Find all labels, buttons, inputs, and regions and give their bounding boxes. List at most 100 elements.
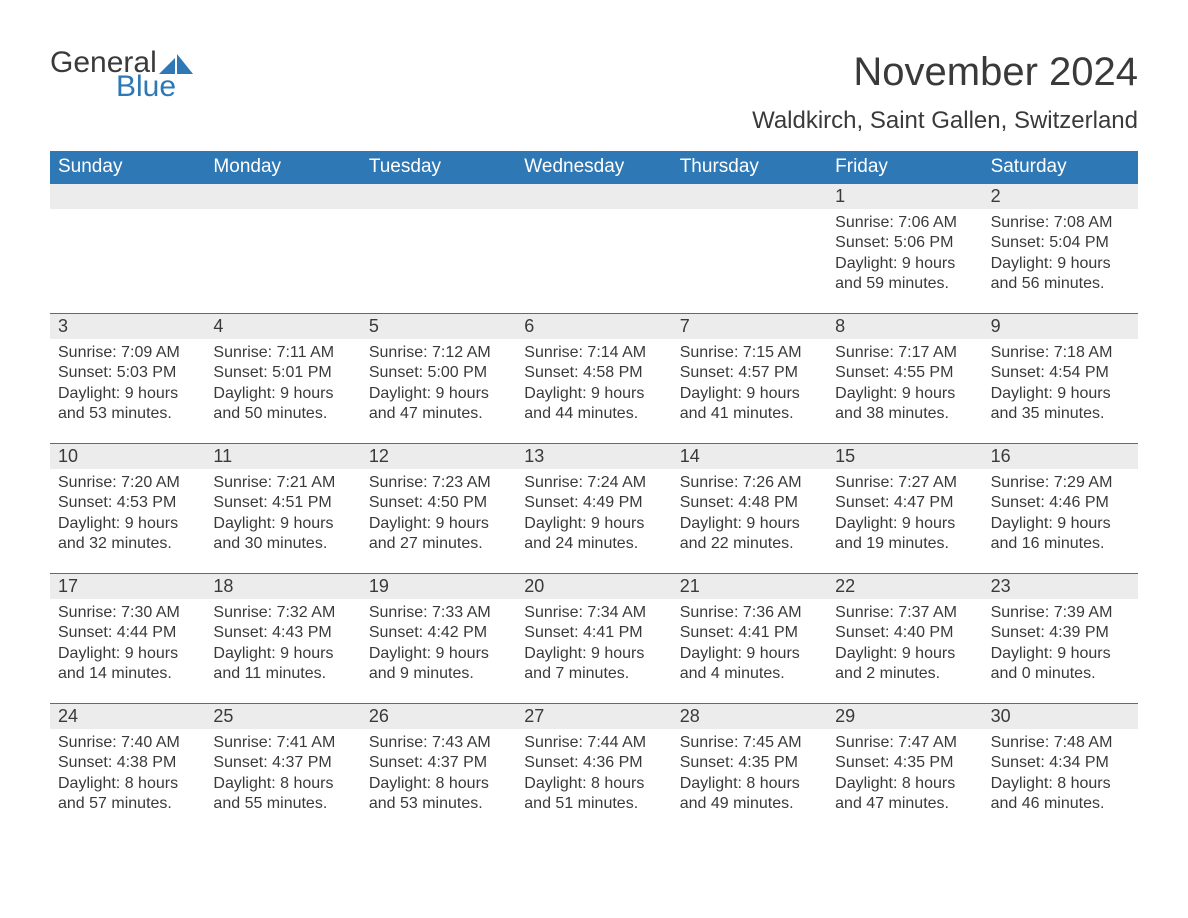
day-body: Sunrise: 7:45 AMSunset: 4:35 PMDaylight:… <box>672 733 827 815</box>
sunrise-text: Sunrise: 7:41 AM <box>213 733 352 753</box>
day-number: 14 <box>672 444 827 469</box>
day-body: Sunrise: 7:15 AMSunset: 4:57 PMDaylight:… <box>672 343 827 425</box>
sunset-text: Sunset: 5:06 PM <box>835 233 974 253</box>
location-subtitle: Waldkirch, Saint Gallen, Switzerland <box>50 107 1138 135</box>
day-body: Sunrise: 7:40 AMSunset: 4:38 PMDaylight:… <box>50 733 205 815</box>
day-body: Sunrise: 7:20 AMSunset: 4:53 PMDaylight:… <box>50 473 205 555</box>
sunrise-text: Sunrise: 7:09 AM <box>58 343 197 363</box>
sunrise-text: Sunrise: 7:26 AM <box>680 473 819 493</box>
day-number: 2 <box>983 184 1138 209</box>
week-row: 24 Sunrise: 7:40 AMSunset: 4:38 PMDayligh… <box>50 703 1138 833</box>
day-number: 17 <box>50 574 205 599</box>
daylight-text: and 47 minutes. <box>369 404 508 424</box>
day-cell: 4Sunrise: 7:11 AMSunset: 5:01 PMDaylight… <box>205 314 360 443</box>
day-number: 30 <box>983 704 1138 729</box>
day-body: Sunrise: 7:21 AMSunset: 4:51 PMDaylight:… <box>205 473 360 555</box>
sunrise-text: Sunrise: 7:40 AM <box>58 733 197 753</box>
sunrise-text: Sunrise: 7:39 AM <box>991 603 1130 623</box>
sunset-text: Sunset: 4:58 PM <box>524 363 663 383</box>
day-body: Sunrise: 7:27 AMSunset: 4:47 PMDaylight:… <box>827 473 982 555</box>
day-cell <box>672 184 827 313</box>
day-number: 9 <box>983 314 1138 339</box>
sunset-text: Sunset: 4:57 PM <box>680 363 819 383</box>
daylight-text: Daylight: 9 hours <box>991 514 1130 534</box>
day-body: Sunrise: 7:23 AMSunset: 4:50 PMDaylight:… <box>361 473 516 555</box>
day-body: Sunrise: 7:09 AMSunset: 5:03 PMDaylight:… <box>50 343 205 425</box>
daylight-text: and 0 minutes. <box>991 664 1130 684</box>
daylight-text: Daylight: 9 hours <box>524 644 663 664</box>
week-row: 1 Sunrise: 7:06 AMSunset: 5:06 PMDaylight… <box>50 183 1138 313</box>
day-number: 1 <box>827 184 982 209</box>
day-number: 24 <box>50 704 205 729</box>
day-cell: 7Sunrise: 7:15 AMSunset: 4:57 PMDaylight… <box>672 314 827 443</box>
page-title: November 2024 <box>853 50 1138 95</box>
day-cell: 29Sunrise: 7:47 AMSunset: 4:35 PMDayligh… <box>827 704 982 833</box>
daylight-text: and 53 minutes. <box>369 794 508 814</box>
sunrise-text: Sunrise: 7:47 AM <box>835 733 974 753</box>
daylight-text: Daylight: 9 hours <box>991 644 1130 664</box>
day-body: Sunrise: 7:36 AMSunset: 4:41 PMDaylight:… <box>672 603 827 685</box>
day-cell: 28Sunrise: 7:45 AMSunset: 4:35 PMDayligh… <box>672 704 827 833</box>
sunrise-text: Sunrise: 7:12 AM <box>369 343 508 363</box>
daylight-text: Daylight: 9 hours <box>991 384 1130 404</box>
daylight-text: Daylight: 9 hours <box>524 514 663 534</box>
sunset-text: Sunset: 5:03 PM <box>58 363 197 383</box>
daylight-text: Daylight: 8 hours <box>524 774 663 794</box>
week-row: 10 Sunrise: 7:20 AMSunset: 4:53 PMDayligh… <box>50 443 1138 573</box>
sunset-text: Sunset: 4:37 PM <box>213 753 352 773</box>
day-cell: 25 Sunrise: 7:41 AMSunset: 4:37 PMDayligh… <box>205 704 360 833</box>
sunset-text: Sunset: 4:48 PM <box>680 493 819 513</box>
day-body: Sunrise: 7:17 AMSunset: 4:55 PMDaylight:… <box>827 343 982 425</box>
daylight-text: Daylight: 9 hours <box>835 644 974 664</box>
day-body: Sunrise: 7:26 AMSunset: 4:48 PMDaylight:… <box>672 473 827 555</box>
sunrise-text: Sunrise: 7:48 AM <box>991 733 1130 753</box>
sunset-text: Sunset: 4:51 PM <box>213 493 352 513</box>
sunset-text: Sunset: 5:00 PM <box>369 363 508 383</box>
sunrise-text: Sunrise: 7:14 AM <box>524 343 663 363</box>
day-cell <box>361 184 516 313</box>
daylight-text: and 53 minutes. <box>58 404 197 424</box>
sunset-text: Sunset: 5:04 PM <box>991 233 1130 253</box>
day-number: 25 <box>205 704 360 729</box>
daylight-text: and 14 minutes. <box>58 664 197 684</box>
weekday-header: Monday <box>205 151 360 183</box>
weeks-container: 1 Sunrise: 7:06 AMSunset: 5:06 PMDaylight… <box>50 183 1138 833</box>
sunset-text: Sunset: 5:01 PM <box>213 363 352 383</box>
day-body: Sunrise: 7:29 AMSunset: 4:46 PMDaylight:… <box>983 473 1138 555</box>
day-number: 10 <box>50 444 205 469</box>
day-body: Sunrise: 7:06 AMSunset: 5:06 PMDaylight:… <box>827 213 982 295</box>
day-cell <box>516 184 671 313</box>
day-cell <box>50 184 205 313</box>
sunset-text: Sunset: 4:40 PM <box>835 623 974 643</box>
daylight-text: Daylight: 9 hours <box>369 644 508 664</box>
day-number: 26 <box>361 704 516 729</box>
daylight-text: and 24 minutes. <box>524 534 663 554</box>
day-number: 23 <box>983 574 1138 599</box>
daylight-text: and 16 minutes. <box>991 534 1130 554</box>
sunrise-text: Sunrise: 7:33 AM <box>369 603 508 623</box>
day-cell: 11 Sunrise: 7:21 AMSunset: 4:51 PMDayligh… <box>205 444 360 573</box>
day-body: Sunrise: 7:14 AMSunset: 4:58 PMDaylight:… <box>516 343 671 425</box>
brand-logo: General Blue <box>50 50 193 99</box>
daylight-text: Daylight: 9 hours <box>58 384 197 404</box>
day-number: 11 <box>205 444 360 469</box>
sunrise-text: Sunrise: 7:30 AM <box>58 603 197 623</box>
daylight-text: and 4 minutes. <box>680 664 819 684</box>
sunset-text: Sunset: 4:55 PM <box>835 363 974 383</box>
day-body: Sunrise: 7:43 AMSunset: 4:37 PMDaylight:… <box>361 733 516 815</box>
day-number: 16 <box>983 444 1138 469</box>
weekday-header: Tuesday <box>361 151 516 183</box>
day-cell: 8Sunrise: 7:17 AMSunset: 4:55 PMDaylight… <box>827 314 982 443</box>
day-cell: 3Sunrise: 7:09 AMSunset: 5:03 PMDaylight… <box>50 314 205 443</box>
sunset-text: Sunset: 4:44 PM <box>58 623 197 643</box>
day-cell: 23Sunrise: 7:39 AMSunset: 4:39 PMDayligh… <box>983 574 1138 703</box>
sunset-text: Sunset: 4:46 PM <box>991 493 1130 513</box>
daylight-text: Daylight: 8 hours <box>213 774 352 794</box>
sunset-text: Sunset: 4:34 PM <box>991 753 1130 773</box>
day-cell: 16 Sunrise: 7:29 AMSunset: 4:46 PMDayligh… <box>983 444 1138 573</box>
day-number: 27 <box>516 704 671 729</box>
daylight-text: Daylight: 9 hours <box>213 384 352 404</box>
day-cell: 27Sunrise: 7:44 AMSunset: 4:36 PMDayligh… <box>516 704 671 833</box>
day-cell: 26 Sunrise: 7:43 AMSunset: 4:37 PMDayligh… <box>361 704 516 833</box>
daylight-text: Daylight: 9 hours <box>835 384 974 404</box>
